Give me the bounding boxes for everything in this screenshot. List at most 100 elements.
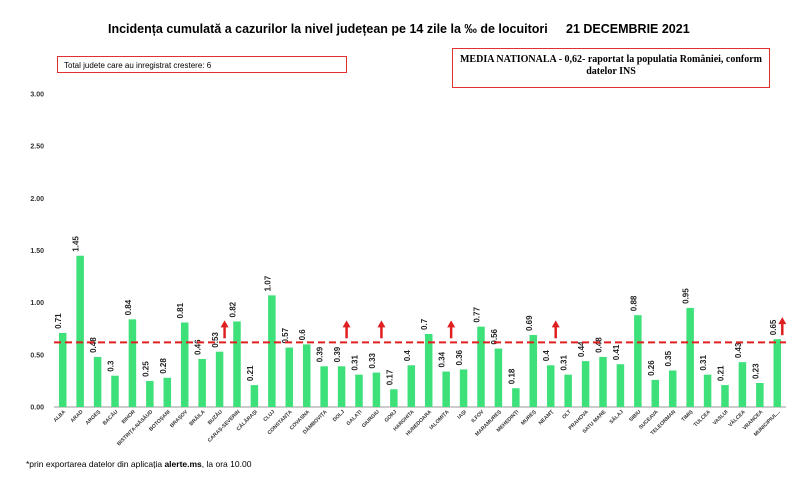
- bar: [634, 315, 642, 407]
- national-average-box: MEDIA NATIONALA - 0,62- raportat la popu…: [452, 48, 770, 88]
- footnote: *prin exportarea datelor din aplicația a…: [26, 459, 251, 469]
- data-label: 0.4: [403, 350, 412, 362]
- category-label: ILFOV: [470, 409, 485, 424]
- data-label: 0.3: [107, 360, 116, 372]
- bar: [320, 366, 328, 407]
- category-label: MUREȘ: [520, 409, 538, 427]
- y-tick-label: 2.00: [30, 196, 44, 203]
- data-label: 0.53: [211, 332, 220, 348]
- bar: [512, 388, 520, 407]
- bar: [76, 255, 84, 407]
- category-label: BRĂILA: [188, 408, 207, 427]
- bar: [93, 356, 102, 407]
- bar: [459, 369, 468, 407]
- bar: [756, 383, 764, 407]
- bar: [233, 321, 241, 407]
- data-label: 0.48: [89, 337, 98, 353]
- bar: [180, 322, 189, 407]
- bar: [738, 362, 747, 407]
- data-label: 0.41: [612, 344, 621, 360]
- category-label: GIURGIU: [361, 409, 381, 429]
- bar: [721, 385, 729, 407]
- data-label: 0.95: [682, 288, 691, 304]
- bar: [477, 326, 485, 407]
- bar: [146, 380, 154, 407]
- data-label: 0.6: [298, 329, 307, 341]
- category-label: ARAD: [70, 409, 85, 424]
- data-label: 0.21: [246, 365, 255, 381]
- bar: [424, 333, 433, 407]
- category-label: GORJ: [384, 409, 399, 424]
- bar: [390, 389, 398, 407]
- data-label: 0.65: [769, 319, 778, 335]
- data-label: 1.07: [263, 275, 272, 291]
- data-label: 0.31: [351, 355, 360, 371]
- data-label: 0.31: [699, 355, 708, 371]
- data-label: 0.56: [490, 328, 499, 344]
- bar: [581, 361, 590, 407]
- data-label: 0.33: [368, 352, 377, 368]
- bar: [285, 347, 294, 407]
- bar: [546, 365, 555, 407]
- data-label: 0.71: [54, 313, 63, 329]
- data-label: 0.4: [542, 350, 551, 362]
- bar: [128, 319, 137, 407]
- bar: [599, 356, 607, 407]
- data-label: 0.7: [420, 318, 429, 330]
- data-label: 0.39: [333, 346, 342, 362]
- data-label: 0.17: [385, 369, 394, 385]
- data-label: 0.26: [647, 360, 656, 376]
- bar: [111, 375, 119, 407]
- data-label: 0.48: [595, 337, 604, 353]
- data-label: 0.84: [124, 299, 133, 315]
- bar: [337, 366, 346, 407]
- bar: [442, 371, 450, 407]
- increase-arrow-icon: [377, 320, 386, 328]
- y-tick-label: 3.00: [30, 92, 44, 99]
- y-tick-label: 0.50: [30, 352, 44, 359]
- category-label: ALBA: [53, 409, 68, 424]
- increase-count-box: Total judete care au inregistrat crester…: [57, 56, 347, 73]
- bar: [268, 295, 276, 407]
- data-label: 0.39: [316, 346, 325, 362]
- category-label: NEAMȚ: [538, 409, 556, 427]
- category-label: OLT: [561, 409, 573, 421]
- increase-arrow-icon: [220, 320, 229, 328]
- data-label: 0.82: [229, 301, 238, 317]
- data-label: 0.88: [629, 295, 638, 311]
- data-label: 0.25: [141, 361, 150, 377]
- data-label: 0.57: [281, 327, 290, 343]
- data-label: 0.36: [455, 349, 464, 365]
- data-label: 0.35: [664, 350, 673, 366]
- bar: [372, 372, 381, 407]
- category-label: TIMIȘ: [681, 409, 695, 423]
- category-label: SIBIU: [628, 409, 642, 423]
- category-label: ARGEȘ: [85, 409, 103, 427]
- category-label: TULCEA: [693, 409, 712, 428]
- data-label: 0.77: [473, 307, 482, 323]
- bar: [198, 359, 206, 407]
- increase-arrow-icon: [342, 320, 351, 328]
- bar: [407, 365, 416, 407]
- category-label: BIHOR: [121, 409, 137, 425]
- bar: [616, 364, 625, 407]
- category-label: IAȘI: [457, 409, 469, 421]
- data-label: 0.81: [176, 302, 185, 318]
- chart-date: 21 DECEMBRIE 2021: [566, 22, 690, 36]
- bar: [564, 374, 572, 407]
- bar: [494, 348, 503, 407]
- data-label: 1.45: [72, 236, 81, 252]
- data-label: 0.44: [577, 341, 586, 357]
- y-tick-label: 1.00: [30, 300, 44, 307]
- bar: [163, 377, 172, 407]
- category-label: CLUJ: [262, 409, 276, 423]
- increase-arrow-icon: [447, 320, 456, 328]
- increase-arrow-icon: [551, 320, 560, 328]
- data-label: 0.21: [717, 365, 726, 381]
- y-tick-label: 0.00: [30, 405, 44, 412]
- bar: [302, 344, 311, 407]
- data-label: 0.31: [560, 355, 569, 371]
- increase-arrow-icon: [778, 317, 787, 325]
- data-label: 0.18: [507, 368, 516, 384]
